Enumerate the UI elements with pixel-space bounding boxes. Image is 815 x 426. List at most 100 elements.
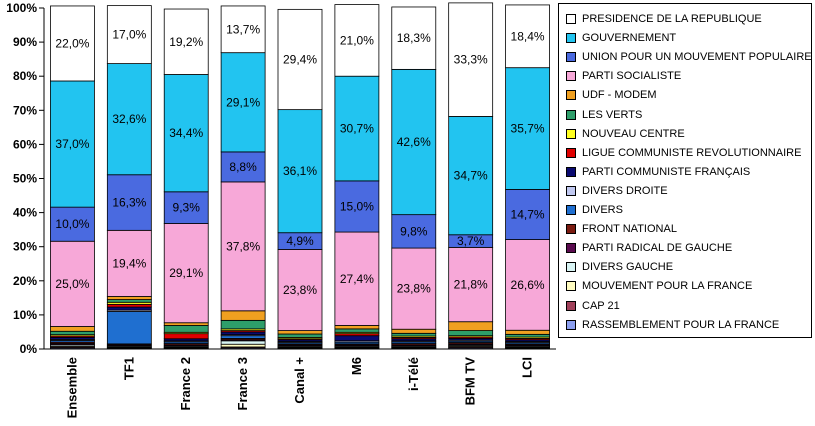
legend-swatch (566, 128, 576, 139)
data-label: 22,0% (55, 36, 89, 50)
data-label: 34,7% (454, 169, 488, 183)
bar-segment (50, 326, 95, 332)
legend-label: PRESIDENCE DE LA REPUBLIQUE (582, 13, 762, 25)
data-label: 42,6% (397, 135, 431, 149)
legend-swatch (566, 224, 576, 235)
bar-segment (106, 311, 152, 345)
data-label: 21,0% (340, 33, 374, 47)
data-label: 17,0% (112, 28, 146, 42)
legend-label: UDF - MODEM (582, 89, 657, 102)
bar-segment (505, 4, 550, 69)
data-label: 4,9% (286, 234, 314, 248)
bar-segment (505, 189, 550, 240)
y-tick-label: 50% (13, 172, 37, 186)
bar-segment (106, 303, 152, 308)
data-label: 32,6% (112, 112, 146, 126)
bar-segment (163, 191, 209, 224)
legend-label: RASSEMBLEMENT POUR LA FRANCE (582, 318, 780, 331)
legend-label: LIGUE COMMUNISTE REVOLUTIONNAIRE (582, 146, 802, 159)
bar-segment (448, 2, 494, 117)
legend-item: PARTI COMMUNISTE FRANÇAIS (566, 163, 750, 181)
data-label: 18,3% (397, 31, 431, 45)
data-label: 37,0% (55, 137, 89, 151)
bar-segment (163, 325, 209, 333)
x-tick-label: France 2 (178, 357, 193, 410)
y-tick-label: 10% (13, 308, 37, 322)
legend-swatch (566, 71, 576, 82)
bar-segment (50, 5, 95, 82)
legend-label: NOUVEAU CENTRE (582, 127, 685, 140)
bar-segment (220, 151, 266, 183)
bar-segment (391, 328, 437, 334)
legend-item: CAP 21 (566, 297, 620, 315)
legend-label: MOUVEMENT POUR LA FRANCE (582, 280, 753, 293)
legend-swatch (566, 90, 576, 101)
y-tick-label: 0% (20, 342, 38, 356)
data-label: 9,8% (400, 224, 428, 238)
bar-segment (50, 80, 95, 208)
data-label: 16,3% (112, 196, 146, 210)
data-label: 19,2% (169, 35, 203, 49)
data-label: 23,8% (283, 283, 317, 297)
bar-segment (334, 75, 380, 182)
y-tick-label: 80% (13, 69, 37, 83)
bar-segment (163, 74, 209, 193)
data-label: 8,8% (229, 160, 257, 174)
bar-segment (391, 68, 437, 216)
y-tick-label: 70% (13, 103, 37, 117)
legend-item: RASSEMBLEMENT POUR LA FRANCE (566, 316, 779, 334)
legend-label: DIVERS (582, 204, 623, 216)
legend-label: PARTI COMMUNISTE FRANÇAIS (582, 165, 751, 178)
bar-segment (163, 8, 209, 75)
data-label: 9,3% (173, 201, 201, 215)
stacked-bar-chart: 0% 10% 20% 30% 40% 50% 60% 70% 80% 90% 100% 25,0% 10… (6, 1, 556, 418)
data-label: 25,0% (55, 277, 89, 291)
y-tick-label: 90% (13, 35, 37, 49)
legend-item: LES VERTS (566, 106, 642, 124)
data-label: 26,6% (511, 278, 545, 292)
bar-segment (334, 335, 380, 342)
x-tick-label: LCI (520, 357, 535, 378)
bar-segment (50, 240, 95, 327)
bar-segment (220, 331, 266, 336)
bar-segment (50, 330, 95, 336)
y-tick-label: 60% (13, 137, 37, 151)
bar-segment (220, 310, 266, 321)
bar-segment (220, 319, 266, 330)
data-label: 19,4% (112, 256, 146, 270)
legend-swatch (566, 33, 576, 44)
legend-label: GOUVERNEMENT (582, 32, 677, 45)
legend-label: LES VERTS (582, 108, 643, 121)
bar-segment (391, 332, 437, 337)
bar-segment (220, 181, 266, 312)
bar-segment (106, 229, 152, 297)
data-label: 29,4% (283, 52, 317, 66)
bar-segment (163, 322, 209, 326)
legend-label: PARTI SOCIALISTE (582, 70, 682, 83)
legend-label: FRONT NATIONAL (582, 223, 677, 236)
legend-item: MOUVEMENT POUR LA FRANCE (566, 277, 752, 295)
data-label: 13,7% (226, 22, 260, 36)
legend-item: DIVERS (566, 201, 623, 219)
x-tick-label: Canal + (292, 357, 307, 404)
legend-item: DIVERS DROITE (566, 182, 668, 200)
legend-swatch (566, 319, 576, 330)
bar-segment (505, 239, 550, 331)
legend-swatch (566, 243, 576, 254)
legend-swatch (566, 185, 576, 196)
bar-segment (277, 109, 323, 234)
bar-segment (505, 333, 550, 338)
bar-segment (163, 223, 209, 324)
bar-segment (391, 247, 437, 330)
legend-swatch (566, 147, 576, 158)
legend-label: DIVERS GAUCHE (582, 261, 674, 274)
legend-swatch (566, 109, 576, 120)
bar-segment (448, 321, 494, 331)
data-label: 29,1% (169, 266, 203, 280)
bar-segment (334, 180, 380, 233)
legend-item: PRESIDENCE DE LA REPUBLIQUE (566, 10, 762, 28)
x-tick-label: BFM TV (463, 357, 478, 406)
bar-segment (391, 6, 437, 70)
data-label: 14,7% (511, 207, 545, 221)
bar-segment (220, 335, 266, 339)
